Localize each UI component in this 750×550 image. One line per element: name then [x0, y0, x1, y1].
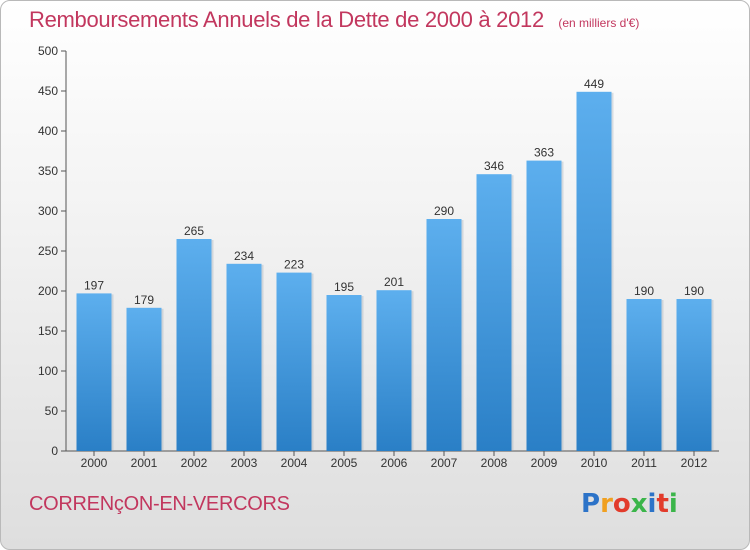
y-tick-label: 100 [38, 364, 58, 378]
chart-subtitle: (en milliers d'€) [558, 16, 640, 30]
x-tick-label: 2006 [381, 456, 408, 470]
x-tick-label: 2012 [681, 456, 708, 470]
bar-value-label: 234 [234, 249, 254, 263]
location-name: CORRENçON-EN-VERCORS [29, 493, 290, 515]
x-tick-label: 2011 [631, 456, 657, 470]
y-tick-label: 0 [51, 444, 58, 458]
bar-value-label: 265 [184, 224, 204, 238]
bar [176, 239, 212, 451]
x-tick-label: 2004 [281, 456, 308, 470]
bar-value-label: 363 [534, 146, 554, 160]
chart-title: Remboursements Annuels de la Dette de 20… [29, 7, 544, 32]
logo-letter: P [581, 489, 601, 519]
y-tick-label: 150 [38, 324, 58, 338]
bar [576, 91, 612, 452]
logo-letter: r [600, 489, 613, 519]
bar-value-label: 346 [484, 159, 504, 173]
bar [626, 299, 662, 451]
bars [76, 91, 714, 452]
bar-labels: 197 179 265 234 223 195 201 290 346 363 449 190 190 [84, 77, 704, 307]
y-tick-label: 200 [38, 284, 58, 298]
x-tick-label: 2000 [81, 456, 108, 470]
bar-value-label: 223 [284, 258, 304, 272]
bar-value-label: 179 [134, 293, 154, 307]
bar-value-label: 449 [584, 77, 604, 91]
bar-value-label: 190 [684, 284, 704, 298]
logo-letter: i [668, 489, 678, 519]
bar [426, 219, 462, 451]
bar [276, 272, 312, 451]
x-tick-label: 2010 [581, 456, 608, 470]
x-tick-label: 2003 [231, 456, 258, 470]
bar-value-label: 190 [634, 284, 654, 298]
bar-value-label: 197 [84, 278, 104, 292]
x-tick-label: 2005 [331, 456, 358, 470]
x-tick-label: 2009 [531, 456, 558, 470]
logo-letter: o [612, 489, 631, 519]
y-tick-label: 500 [38, 44, 58, 58]
logo-letter: i [647, 489, 657, 519]
bar [76, 293, 112, 451]
bar [326, 295, 362, 451]
logo-letter: t [656, 489, 669, 519]
bar [526, 160, 562, 451]
x-tick-label: 2007 [431, 456, 458, 470]
bar-value-label: 290 [434, 204, 454, 218]
proxiti-logo: Proxiti [581, 489, 678, 519]
x-tick-label: 2002 [181, 456, 208, 470]
y-tick-label: 250 [38, 244, 58, 258]
y-tick-label: 50 [45, 404, 59, 418]
x-tick-label: 2001 [131, 456, 158, 470]
y-tick-label: 350 [38, 164, 58, 178]
bar [476, 174, 512, 451]
bar [676, 299, 712, 451]
y-tick-label: 450 [38, 84, 58, 98]
y-tick-label: 300 [38, 204, 58, 218]
bar-value-label: 201 [384, 275, 404, 289]
logo-letter: x [630, 489, 648, 519]
bar [126, 307, 162, 451]
title-row: Remboursements Annuels de la Dette de 20… [29, 7, 639, 33]
bar-value-label: 195 [334, 280, 354, 294]
bar [226, 263, 262, 451]
y-tick-label: 400 [38, 124, 58, 138]
axes: 0 50 100 150 200 250 300 350 400 450 500 2000 2001 20… [38, 44, 719, 470]
bar [376, 290, 412, 451]
x-tick-label: 2008 [481, 456, 508, 470]
